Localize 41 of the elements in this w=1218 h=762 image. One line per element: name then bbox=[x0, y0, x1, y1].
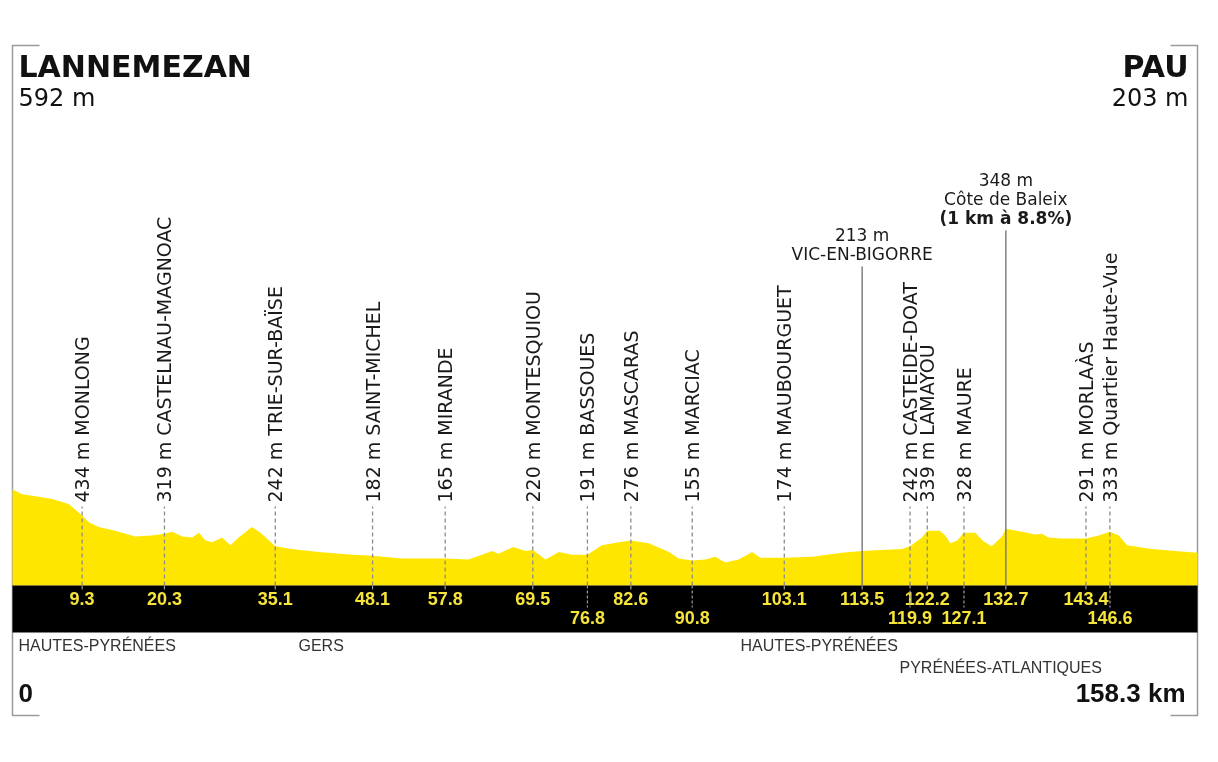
x2-tick-label: 90.8 bbox=[674, 608, 710, 628]
x2-tick-label: 127.1 bbox=[941, 608, 987, 628]
text: HAUTES-PYRÉNÉES bbox=[740, 636, 898, 654]
text: PYRÉNÉES-ATLANTIQUES bbox=[899, 658, 1102, 676]
text: 0 bbox=[18, 677, 33, 708]
x-tick-label: 57.8 bbox=[427, 589, 463, 609]
x-tick-label: 82.6 bbox=[613, 589, 649, 609]
text: 158.3 km bbox=[1075, 677, 1186, 708]
x2-tick-label: 146.6 bbox=[1087, 608, 1133, 628]
x-tick-label: 113.5 bbox=[840, 589, 885, 609]
ref-line-label: 276 m MASCARAS bbox=[619, 330, 642, 503]
x-tick-label: 103.1 bbox=[761, 589, 807, 609]
x-tick-label: 69.5 bbox=[515, 589, 551, 609]
ref-line-label: 213 m VIC-EN-BIGORRE bbox=[791, 224, 933, 264]
x-tick-label: 35.1 bbox=[257, 589, 293, 609]
x-tick-label: 9.3 bbox=[69, 589, 95, 609]
text: GERS bbox=[298, 637, 344, 654]
x-tick-label: 132.7 bbox=[983, 589, 1029, 609]
x-tick-label: 20.3 bbox=[146, 589, 182, 609]
ref-line-label: 328 m MAURE bbox=[952, 367, 975, 503]
ref-line-label: 220 m MONTESQUIOU bbox=[521, 291, 544, 503]
x2-tick-label: 119.9 bbox=[888, 608, 933, 628]
ref-line-label: 182 m SAINT-MICHEL bbox=[361, 301, 384, 503]
ref-line-label: 339 m LAMAYOU bbox=[916, 344, 939, 503]
text: LANNEMEZAN 592 m bbox=[18, 49, 252, 112]
ref-line-label: 434 m MONLONG bbox=[71, 336, 94, 503]
x2-tick-label: 76.8 bbox=[569, 608, 605, 628]
text: HAUTES-PYRÉNÉES bbox=[18, 636, 176, 654]
ref-line-label: 319 m CASTELNAU-MAGNOAC bbox=[153, 216, 176, 503]
ref-line-label: 348 m Côte de Baleix (1 km à 8.8%) bbox=[939, 169, 1073, 228]
ref-line-label: 174 m MAUBOURGUET bbox=[773, 284, 796, 503]
ref-line-label: 333 m Quartier Haute-Vue bbox=[1098, 252, 1121, 503]
ref-line-label: 291 m MORLAÀS bbox=[1074, 341, 1097, 503]
ref-line-label: 165 m MIRANDE bbox=[434, 347, 457, 503]
ref-line-label: 155 m MARCIAC bbox=[681, 349, 704, 503]
ref-line-label: 191 m BASSOUES bbox=[576, 332, 599, 503]
text: PAU 203 m bbox=[1111, 49, 1189, 112]
ref-line-label: 242 m TRIE-SUR-BAÏSE bbox=[264, 286, 287, 503]
x-tick-label: 122.2 bbox=[904, 589, 950, 609]
x-tick-label: 48.1 bbox=[355, 589, 391, 609]
x-tick-label: 143.4 bbox=[1063, 589, 1109, 609]
